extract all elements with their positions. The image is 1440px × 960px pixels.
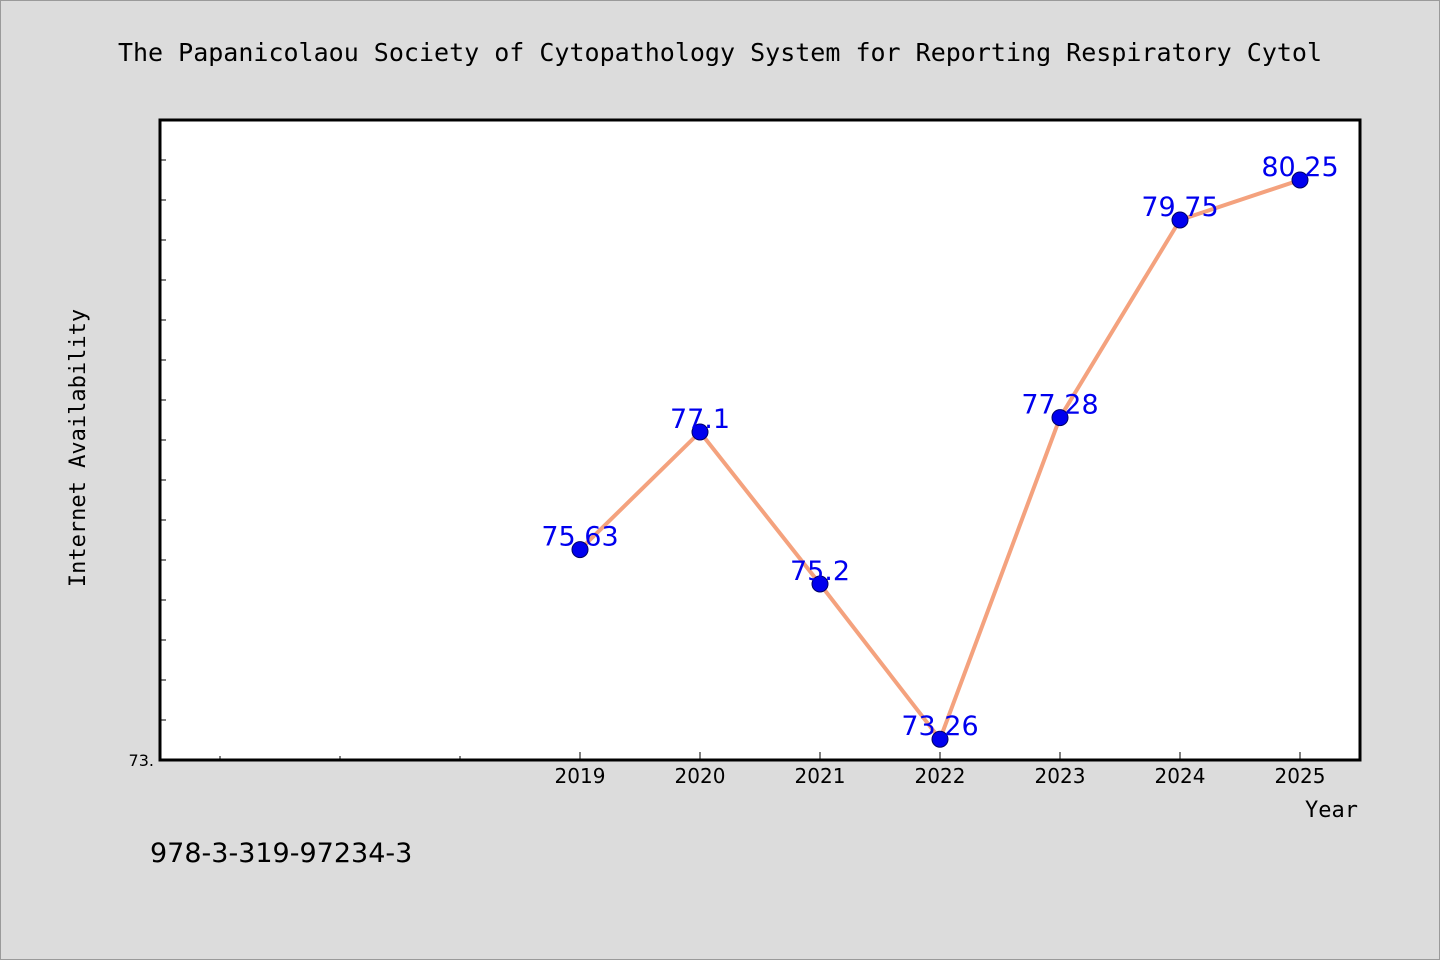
data-label: 77.28 [1021,390,1098,421]
x-tick-label: 2023 [1035,764,1086,788]
data-label: 75.2 [790,556,850,587]
chart-title: The Papanicolaou Society of Cytopatholog… [118,38,1322,67]
data-point [811,575,829,593]
x-tick-label: 2022 [915,764,966,788]
y-tick-label: 73. [129,751,154,770]
x-axis-label: Year [1305,798,1358,823]
data-label: 73.26 [901,711,978,742]
data-label: 79.75 [1141,192,1218,223]
data-point [571,541,589,559]
data-labels: 75.63 77.1 75.2 73.26 77.28 79.75 80.25 [541,152,1338,742]
x-tick-label: 2024 [1155,764,1206,788]
data-label: 80.25 [1261,152,1338,183]
x-tick-label: 2020 [675,764,726,788]
data-point [1171,211,1189,229]
x-tick-labels: 2019 2020 2021 2022 2023 2024 2025 [555,764,1326,788]
x-tick-label: 2025 [1275,764,1326,788]
data-point [691,423,709,441]
x-tick-label: 2021 [795,764,846,788]
data-point [1051,409,1069,427]
data-label: 75.63 [541,522,618,553]
data-label: 77.1 [670,404,730,435]
plot-area [160,120,1360,760]
series-markers [571,171,1309,748]
plot-frame [158,118,1362,762]
x-tick-label: 2019 [555,764,606,788]
y-axis-label: Internet Availability [66,309,91,587]
isbn-text: 978-3-319-97234-3 [150,838,412,869]
data-point [1291,171,1309,189]
data-point [931,730,949,748]
